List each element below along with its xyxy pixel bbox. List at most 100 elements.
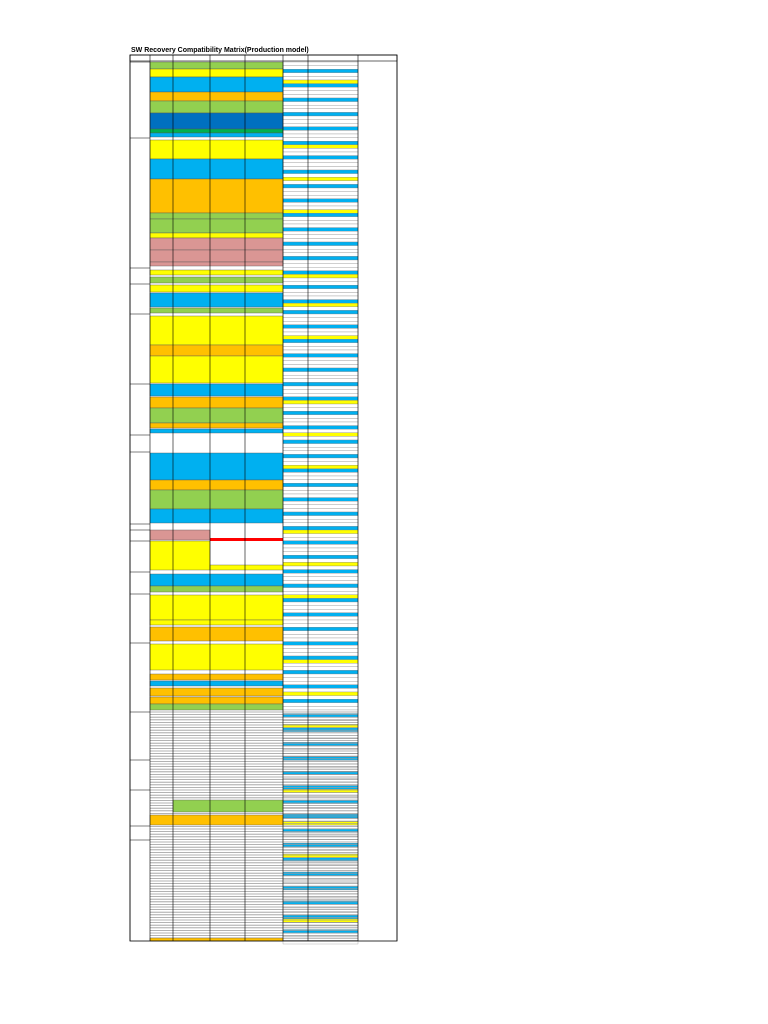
cell (282, 126, 359, 131)
cell (282, 83, 359, 88)
cell (282, 317, 359, 322)
cell (282, 245, 359, 250)
cell (282, 429, 359, 433)
cell-block (149, 594, 284, 621)
cell (282, 569, 359, 574)
cell (282, 202, 359, 207)
cell (282, 807, 359, 811)
cell-block (149, 626, 284, 642)
cell-block (149, 529, 211, 541)
cell (282, 533, 359, 538)
cell (282, 576, 359, 581)
cell (282, 796, 359, 801)
cell (282, 857, 359, 862)
cell (282, 540, 359, 545)
cell (282, 400, 359, 405)
cell (282, 274, 359, 279)
cell (282, 205, 359, 210)
cell (282, 731, 359, 736)
cell (282, 335, 359, 340)
cell (282, 130, 359, 135)
cell (282, 148, 359, 153)
cell (282, 346, 359, 351)
cell-block (149, 178, 284, 214)
table-border (129, 54, 398, 942)
cell (282, 526, 359, 531)
cell (282, 378, 359, 383)
cell-block (149, 680, 284, 687)
cell-block (149, 687, 284, 697)
cell (282, 187, 359, 192)
cell (282, 216, 359, 221)
cell (282, 195, 359, 199)
cell (282, 457, 359, 462)
cell (282, 389, 359, 394)
cell (282, 684, 359, 689)
cell (282, 328, 359, 333)
cell (282, 285, 359, 289)
cell-block (149, 237, 284, 251)
cell (282, 277, 359, 282)
cell (282, 501, 359, 505)
cell (282, 630, 359, 635)
cell (282, 411, 359, 415)
cell (282, 515, 359, 520)
cell (282, 173, 359, 178)
cell-block (149, 355, 284, 384)
cell (282, 342, 359, 347)
cell-block (149, 573, 284, 587)
cell (282, 331, 359, 336)
cell (282, 904, 359, 909)
cell-block (149, 269, 284, 276)
cell-block (149, 422, 284, 429)
cell-block (149, 261, 284, 267)
cell (282, 659, 359, 664)
cell (282, 213, 359, 217)
cell (282, 123, 359, 127)
cell (282, 375, 359, 379)
cell (282, 367, 359, 372)
header-row (129, 54, 398, 62)
cell (282, 256, 359, 261)
cell (282, 627, 359, 631)
cell (282, 281, 359, 286)
cell-block (149, 91, 284, 102)
cell (282, 360, 359, 365)
cell (282, 778, 359, 783)
cell (282, 162, 359, 167)
cell (282, 425, 359, 430)
cell (282, 303, 359, 307)
cell (282, 191, 359, 196)
cell (282, 432, 359, 437)
cell (282, 529, 359, 534)
cell (282, 699, 359, 703)
cell-block (149, 814, 284, 826)
cell-block (149, 696, 284, 705)
cell (282, 72, 359, 77)
cell (282, 547, 359, 552)
cell (282, 605, 359, 610)
cell-block (149, 76, 284, 93)
cell (282, 475, 359, 480)
cell-block (149, 292, 284, 308)
table (129, 54, 398, 945)
cell (282, 655, 359, 660)
cell (282, 619, 359, 624)
cell (282, 263, 359, 268)
cell (282, 65, 359, 70)
cell (282, 137, 359, 142)
cell (282, 267, 359, 271)
cell (282, 886, 359, 891)
cell (282, 490, 359, 495)
cell (282, 159, 359, 163)
cell (282, 393, 359, 397)
cell (282, 792, 359, 797)
cell (282, 166, 359, 171)
cell (282, 763, 359, 768)
cell (282, 238, 359, 243)
cell (282, 414, 359, 419)
cell (282, 565, 359, 570)
cell (282, 61, 359, 66)
cell (282, 537, 359, 541)
